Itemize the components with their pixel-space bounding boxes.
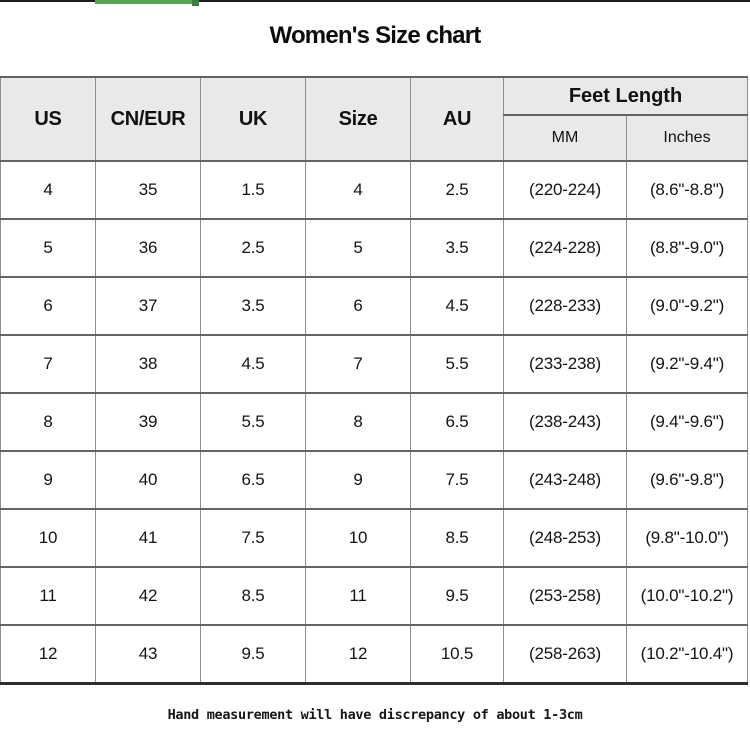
- table-cell: 8.5: [200, 566, 306, 626]
- table-cell: 8: [0, 392, 96, 452]
- table-cell: (10.2"-10.4"): [626, 624, 748, 685]
- table-row: 11 42 8.5 11 9.5 (253-258) (10.0"-10.2"): [0, 566, 748, 626]
- table-cell: 41: [95, 508, 201, 568]
- table-row: 10 41 7.5 10 8.5 (248-253) (9.8"-10.0"): [0, 508, 748, 568]
- table-cell: 12: [0, 624, 96, 685]
- table-cell: 39: [95, 392, 201, 452]
- col-header-au: AU: [410, 76, 504, 162]
- table-cell: 11: [0, 566, 96, 626]
- table-cell: 6.5: [200, 450, 306, 510]
- table-cell: (220-224): [503, 160, 627, 220]
- table-cell: 7: [305, 334, 411, 394]
- table-cell: 9.5: [200, 624, 306, 685]
- table-cell: 8.5: [410, 508, 504, 568]
- footer-note: Hand measurement will have discrepancy o…: [167, 707, 583, 723]
- table-row: 5 36 2.5 5 3.5 (224-228) (8.8"-9.0"): [0, 218, 748, 278]
- table-cell: 6: [0, 276, 96, 336]
- table-cell: (233-238): [503, 334, 627, 394]
- table-cell: 36: [95, 218, 201, 278]
- table-cell: (238-243): [503, 392, 627, 452]
- table-cell: 7: [0, 334, 96, 394]
- table-cell: (9.8"-10.0"): [626, 508, 748, 568]
- table-cell: 8: [305, 392, 411, 452]
- table-cell: 4: [305, 160, 411, 220]
- table-row: 9 40 6.5 9 7.5 (243-248) (9.6"-9.8"): [0, 450, 748, 510]
- table-row: 8 39 5.5 8 6.5 (238-243) (9.4"-9.6"): [0, 392, 748, 452]
- table-cell: (228-233): [503, 276, 627, 336]
- table-cell: (248-253): [503, 508, 627, 568]
- table-cell: 11: [305, 566, 411, 626]
- table-row: 12 43 9.5 12 10.5 (258-263) (10.2"-10.4"): [0, 624, 748, 685]
- table-cell: 9: [0, 450, 96, 510]
- table-cell: (9.0"-9.2"): [626, 276, 748, 336]
- table-cell: 43: [95, 624, 201, 685]
- table-cell: (10.0"-10.2"): [626, 566, 748, 626]
- table-cell: 4: [0, 160, 96, 220]
- table-cell: 5: [305, 218, 411, 278]
- table-cell: (224-228): [503, 218, 627, 278]
- table-cell: 6.5: [410, 392, 504, 452]
- col-header-mm: MM: [503, 114, 627, 162]
- table-cell: (258-263): [503, 624, 627, 685]
- green-progress-bar-tip: [192, 0, 199, 6]
- table-cell: (8.8"-9.0"): [626, 218, 748, 278]
- size-chart-table: US CN/EUR UK Size AU Feet Length MM Inch…: [0, 76, 748, 685]
- table-header: US CN/EUR UK Size AU Feet Length MM Inch…: [0, 76, 748, 162]
- col-header-inches: Inches: [626, 114, 748, 162]
- table-cell: 40: [95, 450, 201, 510]
- table-cell: 12: [305, 624, 411, 685]
- green-progress-bar: [95, 0, 192, 4]
- table-cell: 1.5: [200, 160, 306, 220]
- table-body: 4 35 1.5 4 2.5 (220-224) (8.6"-8.8") 5 36 2.5 5 3.5…: [0, 160, 748, 685]
- table-cell: 5: [0, 218, 96, 278]
- table-row: 6 37 3.5 6 4.5 (228-233) (9.0"-9.2"): [0, 276, 748, 336]
- col-header-cn-eur: CN/EUR: [95, 76, 201, 162]
- table-cell: 10: [305, 508, 411, 568]
- table-cell: 10: [0, 508, 96, 568]
- table-cell: 4.5: [410, 276, 504, 336]
- chart-title: Women's Size chart: [269, 22, 482, 49]
- header-row-main: US CN/EUR UK Size AU Feet Length: [0, 76, 748, 162]
- table-cell: 38: [95, 334, 201, 394]
- table-row: 7 38 4.5 7 5.5 (233-238) (9.2"-9.4"): [0, 334, 748, 394]
- table-cell: 5.5: [410, 334, 504, 394]
- header-row-sub: MM Inches: [1, 114, 748, 162]
- table-cell: 5.5: [200, 392, 306, 452]
- table-cell: 7.5: [200, 508, 306, 568]
- table-cell: 2.5: [410, 160, 504, 220]
- table-cell: 6: [305, 276, 411, 336]
- table-row: 4 35 1.5 4 2.5 (220-224) (8.6"-8.8"): [0, 160, 748, 220]
- table-cell: 3.5: [410, 218, 504, 278]
- col-header-size: Size: [305, 76, 411, 162]
- table-cell: 10.5: [410, 624, 504, 685]
- table-cell: (243-248): [503, 450, 627, 510]
- table-cell: 42: [95, 566, 201, 626]
- table-cell: 2.5: [200, 218, 306, 278]
- table-cell: (8.6"-8.8"): [626, 160, 748, 220]
- col-header-uk: UK: [200, 76, 306, 162]
- table-cell: (9.6"-9.8"): [626, 450, 748, 510]
- table-cell: (9.4"-9.6"): [626, 392, 748, 452]
- table-cell: 9: [305, 450, 411, 510]
- col-header-feet-length: Feet Length: [503, 76, 748, 116]
- col-header-us: US: [0, 76, 96, 162]
- table-cell: 9.5: [410, 566, 504, 626]
- top-border-line: [0, 0, 750, 2]
- table-cell: (9.2"-9.4"): [626, 334, 748, 394]
- table-cell: 37: [95, 276, 201, 336]
- table-cell: (253-258): [503, 566, 627, 626]
- table-cell: 35: [95, 160, 201, 220]
- table-cell: 4.5: [200, 334, 306, 394]
- table-cell: 3.5: [200, 276, 306, 336]
- table-cell: 7.5: [410, 450, 504, 510]
